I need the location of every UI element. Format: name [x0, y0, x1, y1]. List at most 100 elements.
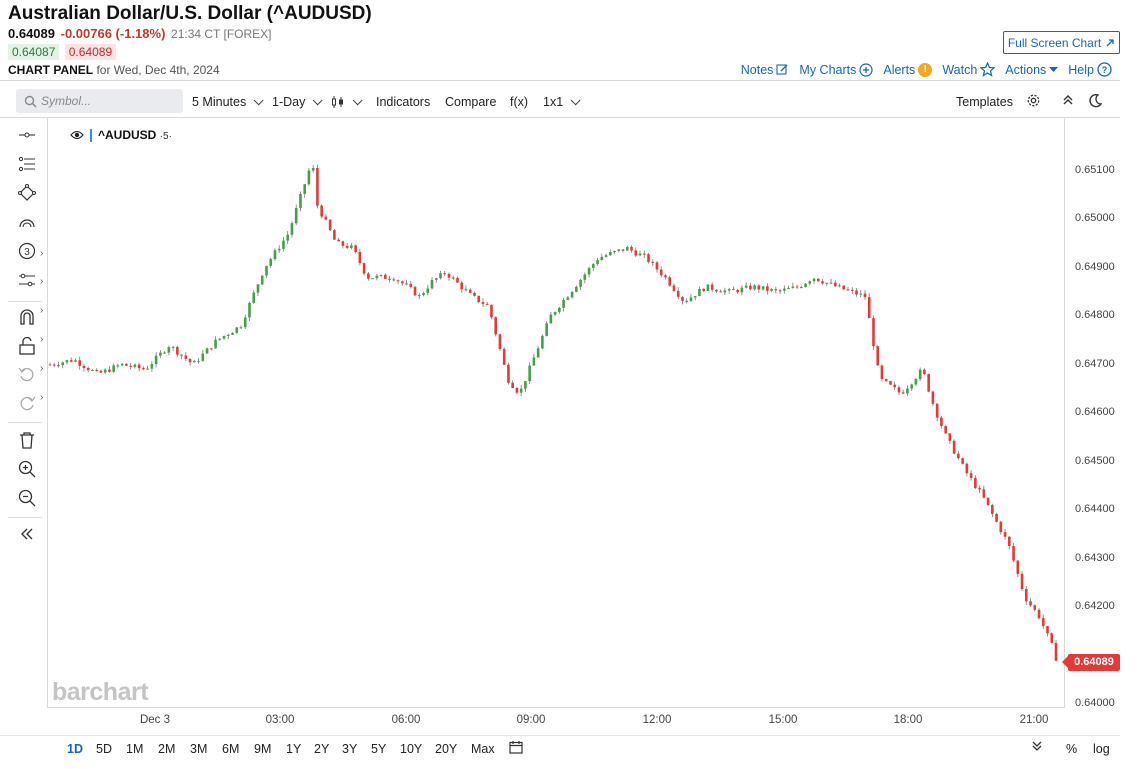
candle-body — [706, 284, 710, 291]
magnet-button[interactable] — [16, 306, 38, 328]
candle-body — [384, 274, 387, 279]
watch-link[interactable]: Watch — [942, 62, 996, 77]
chart-area[interactable] — [48, 118, 1065, 708]
plus-circle-icon — [859, 62, 873, 77]
range-3m[interactable]: 3M — [190, 742, 208, 756]
candle-body — [82, 365, 86, 369]
delete-button[interactable] — [16, 429, 38, 451]
range-5y[interactable]: 5Y — [371, 742, 387, 756]
range-max[interactable]: Max — [471, 742, 495, 756]
candle-body — [621, 249, 625, 251]
actions-menu[interactable]: Actions — [1005, 62, 1059, 77]
candle-body — [57, 365, 60, 367]
percent-scale-button[interactable]: % — [1066, 742, 1078, 756]
range-5d[interactable]: 5D — [96, 742, 112, 756]
sidebar-divider — [8, 301, 42, 302]
price-tick-label: 0.64600 — [1075, 406, 1115, 418]
range-1d[interactable]: 1D — [67, 742, 83, 756]
date-range-button[interactable] — [509, 740, 523, 757]
collapse-sidebar-button[interactable] — [16, 523, 38, 545]
interval-dropdown[interactable]: 5 Minutes — [192, 94, 264, 109]
candle-body — [460, 282, 464, 290]
candle-body — [167, 347, 171, 353]
range-10y[interactable]: 10Y — [400, 742, 423, 756]
price-axis[interactable]: 0.65100 0.65000 0.64900 0.64800 0.64700 0.646… — [1065, 118, 1120, 710]
layout-dropdown[interactable]: 1x1 — [543, 94, 581, 109]
range-2y[interactable]: 2Y — [314, 742, 330, 756]
time-tick-label: 12:00 — [642, 714, 672, 726]
candle-body — [286, 234, 290, 241]
candle-body — [1016, 560, 1020, 574]
lock-button[interactable] — [16, 335, 38, 357]
range-1m[interactable]: 1M — [126, 742, 144, 756]
functions-button[interactable]: f(x) — [510, 95, 529, 109]
candle-body — [171, 346, 175, 348]
measure-tool-button[interactable] — [16, 269, 38, 291]
bid-ask: 0.64087 0.64089 — [8, 44, 118, 60]
candle-body — [1054, 642, 1058, 661]
range-2m[interactable]: 2M — [158, 742, 176, 756]
candle-body — [52, 364, 56, 366]
log-scale-button[interactable]: log — [1093, 742, 1110, 756]
shape-icon — [18, 184, 36, 201]
range-1y[interactable]: 1Y — [286, 742, 302, 756]
range-9m[interactable]: 9M — [254, 742, 272, 756]
range-20y[interactable]: 20Y — [435, 742, 458, 756]
time-tick-label: 06:00 — [391, 714, 421, 726]
candle-body — [710, 284, 714, 290]
range-3y[interactable]: 3Y — [342, 742, 358, 756]
legend-interval: ·5· — [159, 131, 172, 142]
elliott-tool-button[interactable]: 3 — [16, 240, 38, 262]
candle-body — [863, 293, 867, 298]
redo-button[interactable] — [16, 392, 38, 414]
candle-body — [95, 370, 98, 372]
candlestick-icon — [332, 96, 343, 108]
indicators-button[interactable]: Indicators — [376, 95, 431, 109]
compare-button[interactable]: Compare — [445, 95, 497, 109]
notes-link[interactable]: Notes — [741, 63, 790, 77]
zoom-in-button[interactable] — [16, 458, 38, 480]
price-chart[interactable] — [48, 118, 1065, 708]
undo-button[interactable] — [16, 363, 38, 385]
alerts-link[interactable]: Alerts ! — [883, 62, 933, 77]
collapse-button[interactable] — [1061, 93, 1075, 107]
candle-body — [375, 275, 379, 279]
my-charts-link[interactable]: My Charts — [799, 63, 873, 77]
candle-body — [176, 346, 179, 355]
price-tick-label: 0.64500 — [1075, 454, 1115, 467]
fib-tool-button[interactable] — [16, 153, 38, 175]
candle-body — [362, 263, 366, 274]
settings-gear-button[interactable] — [1026, 93, 1041, 108]
period-dropdown[interactable]: 1-Day — [272, 94, 323, 109]
line-tool-icon — [19, 132, 35, 138]
line-tool-button[interactable] — [16, 124, 38, 146]
templates-button[interactable]: Templates — [956, 95, 1013, 109]
chevron-right-icon: › — [40, 392, 44, 403]
candle-body — [804, 283, 807, 288]
candle-body — [137, 364, 141, 369]
candle-body — [481, 302, 485, 304]
range-6m[interactable]: 6M — [222, 742, 240, 756]
shape-tool-button[interactable] — [16, 182, 38, 204]
gear-icon — [1027, 94, 1040, 107]
chart-type-dropdown[interactable] — [331, 94, 363, 109]
arc-tool-button[interactable] — [16, 211, 38, 233]
eye-icon[interactable] — [70, 130, 84, 140]
chart-toolbar: Symbol... 5 Minutes 1-Day Indicators Com… — [0, 81, 1120, 118]
symbol-search-input[interactable]: Symbol... — [16, 89, 183, 113]
candle-body — [545, 323, 548, 336]
full-screen-chart-button[interactable]: Full Screen Chart — [1003, 31, 1120, 54]
candle-body — [328, 219, 332, 231]
price-change: -0.00766 (-1.18%) — [60, 26, 166, 41]
candle-body — [341, 241, 345, 246]
candle-body — [307, 170, 311, 185]
help-link[interactable]: Help ? — [1068, 62, 1112, 77]
dark-mode-toggle[interactable] — [1088, 93, 1103, 108]
candle-body — [498, 334, 502, 350]
candle-body — [367, 273, 370, 279]
actions-label: Actions — [1005, 62, 1047, 77]
zoom-out-button[interactable] — [16, 487, 38, 509]
scroll-end-button[interactable] — [1031, 740, 1043, 755]
candle-body — [541, 335, 544, 349]
alert-icon: ! — [918, 62, 933, 77]
